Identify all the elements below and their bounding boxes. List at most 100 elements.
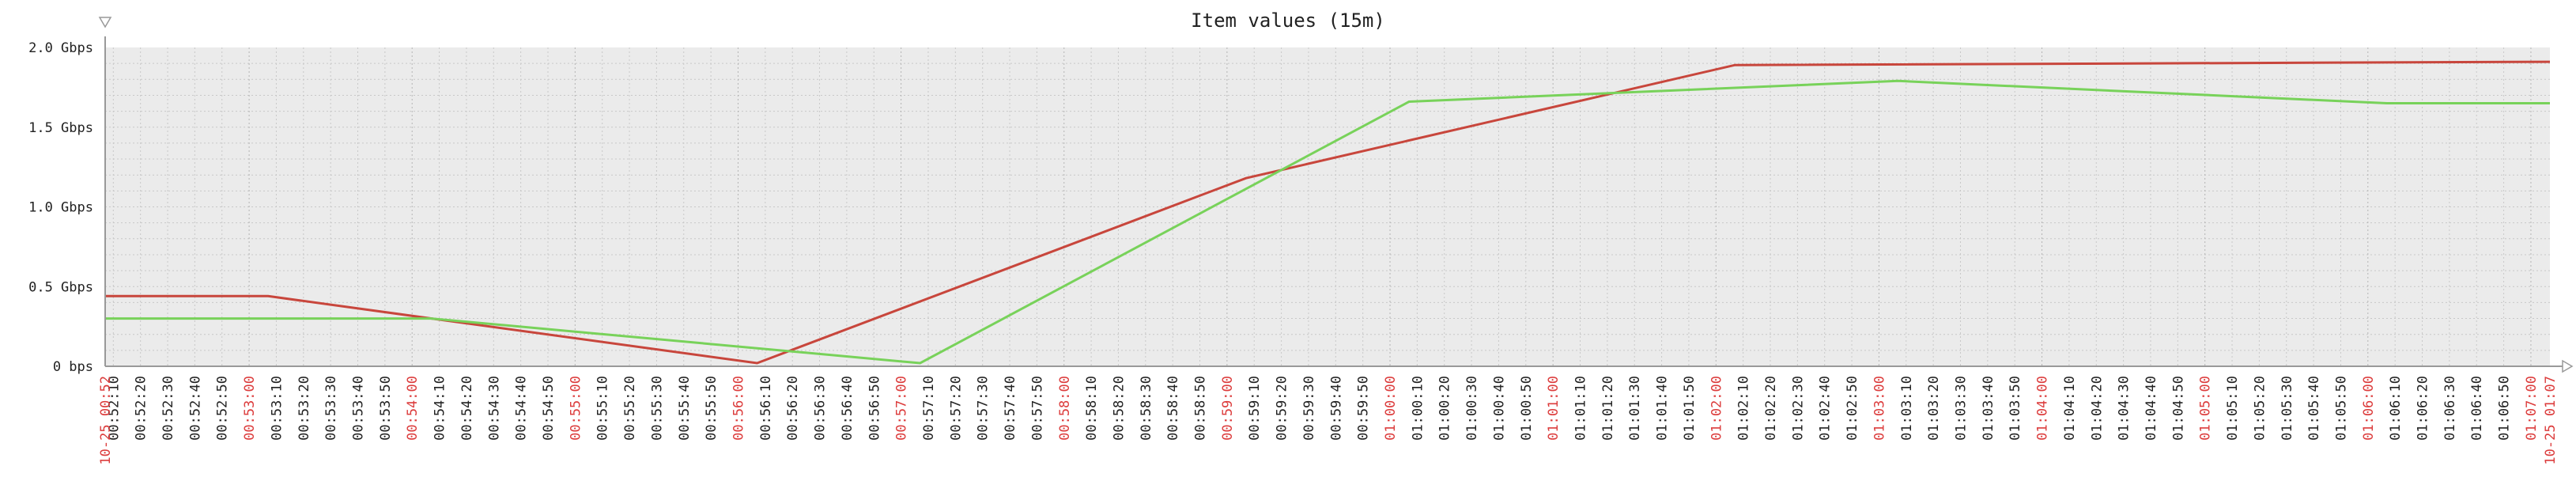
x-tick-label: 01:04:20 [2089,376,2105,441]
x-tick-label: 01:06:10 [2388,376,2404,441]
x-tick-label: 00:52:50 [215,376,231,441]
x-tick-label: 01:01:40 [1655,376,1671,441]
y-tick-label: 1.5 Gbps [28,120,93,136]
x-range-label: 10-25 01:07 [2543,376,2559,465]
y-tick-label: 1.0 Gbps [28,200,93,216]
x-tick-label: 00:55:10 [595,376,611,441]
x-tick-label: 01:05:50 [2333,376,2349,441]
x-tick-label: 01:00:50 [1519,376,1535,441]
x-tick-label: 00:53:30 [323,376,339,441]
x-tick-label: 00:57:00 [894,376,910,441]
x-tick-label: 00:54:10 [432,376,448,441]
x-tick-label: 01:00:00 [1383,376,1399,441]
x-tick-label: 00:54:20 [459,376,475,441]
series-line-1 [105,60,2551,365]
x-tick-label: 00:52:10 [106,376,122,441]
x-tick-label: 01:05:20 [2252,376,2268,441]
x-tick-label: 00:58:10 [1084,376,1100,441]
x-tick-label: 01:04:10 [2062,376,2078,441]
x-axis-ticks: 00:52:10 00:52:20 00:52:30 00:52:40 00:52:50… [98,376,2559,465]
axes [98,17,2574,373]
x-tick-label: 00:53:10 [269,376,285,441]
x-tick-label: 00:58:50 [1193,376,1209,441]
x-axis-arrow [2562,359,2574,373]
x-tick-label: 01:06:30 [2442,376,2458,441]
x-tick-label: 01:03:10 [1899,376,1915,441]
x-tick-label: 00:57:50 [1029,376,1045,441]
x-tick-label: 01:06:40 [2469,376,2485,441]
x-tick-label: 01:05:30 [2279,376,2295,441]
y-tick-label: 0.5 Gbps [28,279,93,295]
x-range-label: 10-25 00:52 [98,376,114,465]
x-tick-label: 00:58:30 [1139,376,1154,441]
grid-lines [105,47,2550,366]
x-tick-label: 01:05:40 [2306,376,2322,441]
x-tick-label: 00:53:40 [351,376,367,441]
x-tick-label: 00:59:00 [1220,376,1236,441]
x-tick-label: 00:59:10 [1247,376,1263,441]
x-tick-label: 00:54:00 [405,376,421,441]
x-tick-label: 01:02:20 [1763,376,1779,441]
x-tick-label: 00:55:40 [677,376,693,441]
x-tick-label: 00:56:00 [731,376,746,441]
x-tick-label: 01:02:30 [1790,376,1806,441]
y-axis-arrow [98,17,112,28]
y-axis-ticks: 0 bps 0.5 Gbps 1.0 Gbps 1.5 Gbps 2.0 Gbps [28,40,93,375]
x-tick-label: 00:58:20 [1111,376,1127,441]
x-tick-label: 01:06:50 [2497,376,2513,441]
y-tick-label: 0 bps [53,359,93,375]
x-tick-label: 00:54:30 [486,376,502,441]
x-tick-label: 01:00:30 [1464,376,1480,441]
x-tick-label: 00:55:20 [622,376,638,441]
x-tick-label: 01:04:00 [2035,376,2051,441]
x-tick-label: 00:57:30 [976,376,991,441]
x-tick-label: 01:07:00 [2524,376,2540,441]
series-lines [105,60,2551,365]
x-tick-label: 00:56:50 [867,376,882,441]
x-tick-label: 00:55:50 [704,376,720,441]
x-tick-label: 00:59:20 [1275,376,1290,441]
x-tick-label: 01:04:50 [2170,376,2186,441]
x-tick-label: 00:56:20 [785,376,801,441]
x-tick-label: 00:58:00 [1057,376,1073,441]
y-tick-label: 2.0 Gbps [28,40,93,56]
x-tick-label: 00:53:20 [297,376,312,441]
x-tick-label: 01:03:30 [1953,376,1969,441]
x-tick-label: 00:59:30 [1301,376,1317,441]
x-tick-label: 00:56:30 [813,376,829,441]
x-tick-label: 01:00:10 [1410,376,1426,441]
x-tick-label: 01:02:40 [1818,376,1834,441]
x-tick-label: 00:52:30 [161,376,176,441]
x-tick-label: 00:59:50 [1356,376,1372,441]
x-tick-label: 01:03:50 [2008,376,2023,441]
x-tick-label: 00:54:50 [541,376,557,441]
x-tick-label: 01:01:10 [1573,376,1589,441]
x-tick-label: 01:01:50 [1682,376,1698,441]
x-tick-label: 00:58:40 [1165,376,1181,441]
x-tick-label: 01:01:00 [1546,376,1562,441]
x-tick-label: 00:54:40 [514,376,530,441]
x-tick-label: 00:53:50 [378,376,394,441]
series-line-2 [105,79,2550,365]
x-tick-label: 01:01:20 [1600,376,1616,441]
x-tick-label: 00:55:30 [649,376,665,441]
x-tick-label: 00:52:20 [134,376,149,441]
x-tick-label: 00:52:40 [187,376,203,441]
x-tick-label: 00:57:10 [921,376,937,441]
x-tick-label: 01:02:50 [1845,376,1860,441]
x-tick-label: 00:53:00 [242,376,258,441]
x-tick-label: 01:04:30 [2117,376,2132,441]
x-tick-label: 00:57:40 [1003,376,1018,441]
x-tick-label: 01:06:00 [2361,376,2377,441]
x-tick-label: 01:02:00 [1709,376,1724,441]
x-tick-label: 01:05:00 [2198,376,2214,441]
x-tick-label: 01:03:00 [1872,376,1887,441]
x-tick-label: 01:00:20 [1437,376,1453,441]
x-tick-label: 01:03:40 [1981,376,1996,441]
x-tick-label: 01:02:10 [1736,376,1752,441]
x-tick-label: 00:59:40 [1328,376,1344,441]
x-tick-label: 00:55:00 [568,376,584,441]
x-tick-label: 01:06:20 [2415,376,2431,441]
x-tick-label: 01:04:40 [2144,376,2159,441]
